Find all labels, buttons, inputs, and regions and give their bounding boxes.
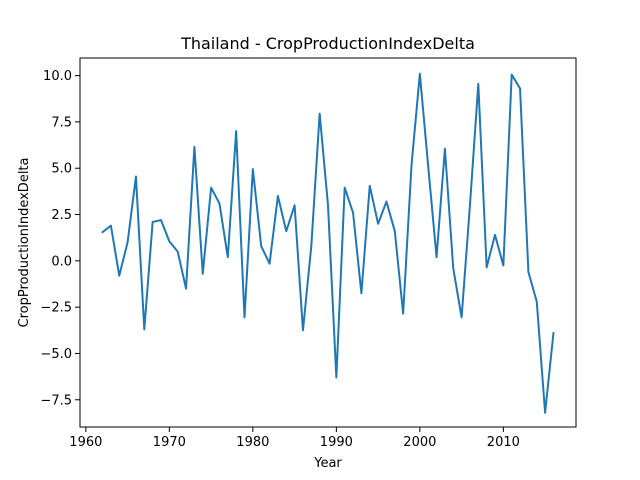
- data-point: [478, 83, 479, 84]
- chart-title: Thailand - CropProductionIndexDelta: [180, 34, 475, 53]
- data-point: [160, 219, 161, 220]
- y-tick-label: 5.0: [51, 162, 72, 177]
- data-point: [336, 377, 337, 378]
- data-point: [236, 131, 237, 132]
- data-point: [244, 317, 245, 318]
- series-line: [101, 72, 555, 414]
- y-tick-label: 7.5: [51, 115, 72, 130]
- data-point: [177, 251, 178, 252]
- data-point: [135, 176, 136, 177]
- data-point: [144, 329, 145, 330]
- y-axis-label: CropProductionIndexDelta: [17, 158, 32, 328]
- x-tick-label: 2000: [403, 435, 436, 450]
- data-point: [344, 187, 345, 188]
- data-point: [503, 265, 504, 266]
- data-point: [202, 273, 203, 274]
- y-tick-label: −5.0: [40, 347, 72, 362]
- data-point: [311, 245, 312, 246]
- data-point: [252, 169, 253, 170]
- x-tick-label: 1990: [320, 435, 353, 450]
- data-point: [486, 267, 487, 268]
- data-point: [277, 195, 278, 196]
- data-point: [494, 234, 495, 235]
- data-point: [536, 301, 537, 302]
- data-point: [553, 332, 554, 333]
- data-point: [352, 212, 353, 213]
- data-point: [102, 232, 103, 233]
- data-point: [394, 231, 395, 232]
- data-point: [545, 412, 546, 413]
- data-point: [361, 293, 362, 294]
- data-point: [386, 201, 387, 202]
- data-point: [469, 205, 470, 206]
- data-point: [378, 223, 379, 224]
- data-point: [269, 263, 270, 264]
- data-point: [152, 221, 153, 222]
- data-point: [444, 148, 445, 149]
- data-point: [119, 275, 120, 276]
- data-point: [286, 231, 287, 232]
- data-point: [461, 317, 462, 318]
- data-point: [210, 187, 211, 188]
- data-point: [185, 288, 186, 289]
- data-point: [511, 74, 512, 75]
- data-point: [403, 313, 404, 314]
- data-point: [110, 225, 111, 226]
- data-point: [127, 242, 128, 243]
- data-point: [194, 146, 195, 147]
- x-tick-label: 1980: [236, 435, 269, 450]
- y-tick-label: 10.0: [43, 69, 72, 84]
- data-point: [169, 241, 170, 242]
- data-point: [294, 205, 295, 206]
- x-tick-label: 2010: [487, 435, 520, 450]
- data-point: [302, 330, 303, 331]
- data-point: [436, 257, 437, 258]
- data-point: [227, 257, 228, 258]
- x-tick-label: 1970: [153, 435, 186, 450]
- data-point: [319, 113, 320, 114]
- x-axis-label: Year: [313, 456, 342, 471]
- plot-frame: [79, 57, 577, 428]
- y-tick-label: 2.5: [51, 208, 72, 223]
- data-point: [411, 165, 412, 166]
- y-tick-label: 0.0: [51, 254, 72, 269]
- data-point: [219, 203, 220, 204]
- data-point: [419, 73, 420, 74]
- y-tick-label: −7.5: [40, 393, 72, 408]
- data-point: [327, 205, 328, 206]
- data-point: [261, 245, 262, 246]
- x-axis: 1960 1970 1980 1990 2000 2010: [69, 427, 520, 450]
- y-axis: −7.5 −5.0 −2.5 0.0 2.5 5.0 7.5 10.0: [40, 69, 80, 408]
- y-tick-label: −2.5: [40, 301, 72, 316]
- data-point: [428, 166, 429, 167]
- data-point: [519, 88, 520, 89]
- x-tick-label: 1960: [69, 435, 102, 450]
- data-point: [369, 185, 370, 186]
- data-point: [453, 268, 454, 269]
- data-point: [528, 271, 529, 272]
- series-layer: [101, 72, 555, 414]
